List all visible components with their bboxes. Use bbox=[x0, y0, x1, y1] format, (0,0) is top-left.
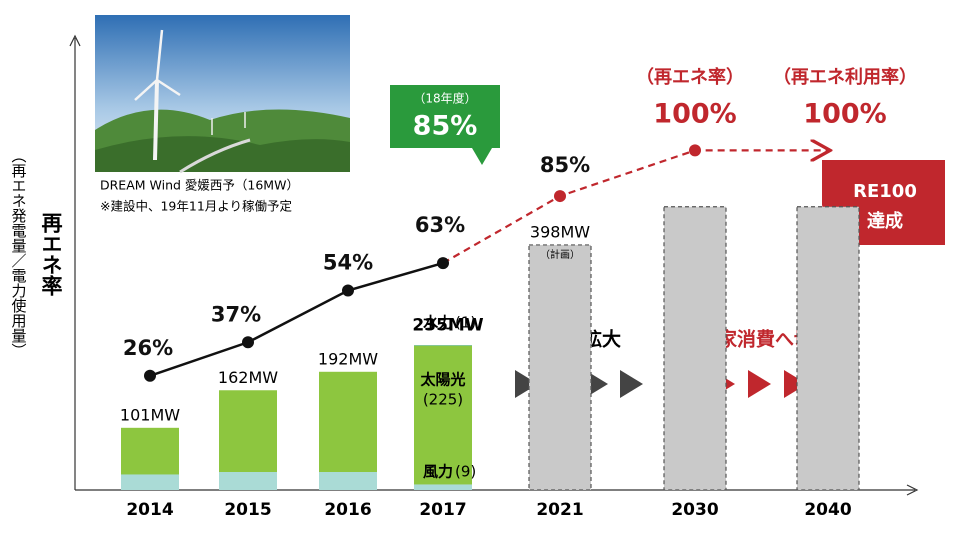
ratio-point bbox=[342, 284, 354, 297]
ratio-point bbox=[437, 257, 449, 270]
rate-header: （再エネ率） bbox=[636, 66, 744, 88]
ratio-label: 85% bbox=[540, 153, 590, 177]
bar-segment bbox=[414, 484, 472, 490]
segment-label: (9) bbox=[455, 463, 476, 481]
bar-value-label: 101MW bbox=[120, 405, 180, 424]
ratio-point bbox=[554, 190, 566, 203]
bar-value-label: 192MW bbox=[318, 349, 378, 368]
x-tick-label: 2030 bbox=[671, 500, 718, 520]
photo-caption: DREAM Wind 愛媛西予（16MW） bbox=[100, 178, 299, 193]
ratio-label: 100% bbox=[653, 99, 736, 130]
re100-line1: RE100 bbox=[853, 181, 917, 202]
ratio-point bbox=[689, 144, 701, 157]
y-sublabel: （再エネ発電量／電力使用量） bbox=[10, 148, 28, 358]
callout-value: 85% bbox=[413, 111, 478, 142]
re100-line2: 達成 bbox=[867, 210, 903, 232]
bar-value-label: 162MW bbox=[218, 368, 278, 387]
x-tick-label: 2040 bbox=[804, 500, 851, 520]
callout bbox=[390, 85, 500, 165]
ratio-label: 100% bbox=[803, 99, 886, 130]
x-tick-label: 2015 bbox=[224, 500, 271, 520]
x-tick-label: 2014 bbox=[126, 500, 173, 520]
bar-segment bbox=[414, 345, 472, 485]
bar-segment bbox=[414, 345, 472, 346]
ratio-label: 26% bbox=[123, 336, 173, 360]
ratio-label: 54% bbox=[323, 250, 373, 274]
ratio-line-planned bbox=[442, 150, 828, 265]
ratio-line bbox=[149, 261, 444, 377]
planned-bar bbox=[528, 244, 592, 491]
planned-bar bbox=[663, 206, 727, 491]
ratio-point bbox=[242, 336, 254, 349]
x-tick-label: 2017 bbox=[419, 500, 466, 520]
bar-value-label: 235MW bbox=[412, 315, 483, 335]
bar-base bbox=[319, 472, 377, 490]
ratio-label: 63% bbox=[415, 213, 465, 237]
segment-label: (225) bbox=[423, 391, 463, 409]
x-tick-label: 2016 bbox=[324, 500, 371, 520]
bar bbox=[319, 371, 377, 490]
axes bbox=[69, 34, 919, 496]
segment-name: 風力 bbox=[423, 463, 453, 481]
segment-label: (1) bbox=[455, 314, 476, 332]
bar-value-label: 398MW bbox=[530, 222, 590, 241]
bar-base bbox=[121, 474, 179, 490]
segment-name: 太陽光 bbox=[420, 371, 465, 389]
y-label: 再エネ率 bbox=[39, 212, 63, 297]
callout-period: （18年度） bbox=[413, 91, 476, 106]
segment-name: 水力 bbox=[423, 314, 453, 332]
ratio-label: 37% bbox=[211, 302, 261, 326]
photo-note: ※建設中、19年11月より稼働予定 bbox=[100, 199, 292, 214]
rate-header: （再エネ利用率） bbox=[773, 66, 917, 88]
ratio-point bbox=[144, 369, 156, 382]
planned-note: （計画） bbox=[540, 248, 580, 261]
photo bbox=[95, 15, 350, 174]
bar-base bbox=[219, 472, 277, 490]
planned-bar bbox=[796, 206, 860, 491]
x-tick-label: 2021 bbox=[536, 500, 583, 520]
